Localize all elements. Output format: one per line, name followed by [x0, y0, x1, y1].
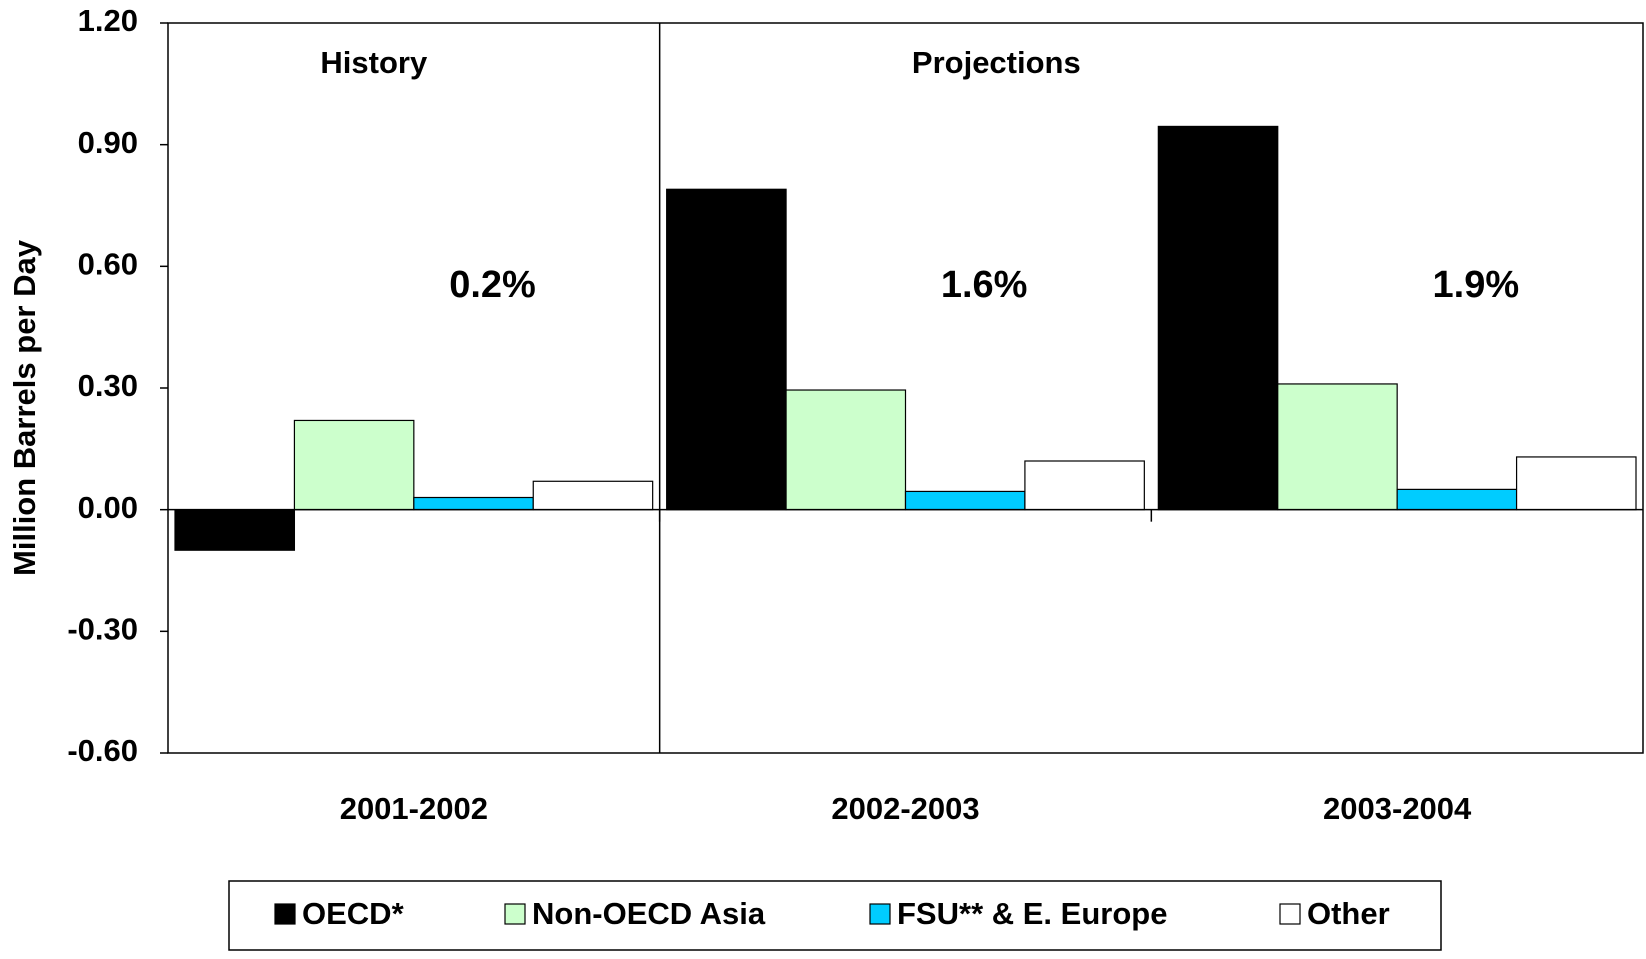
bar: [904, 490, 1026, 511]
y-axis-label: Million Barrels per Day: [7, 239, 42, 576]
legend-swatch: [869, 903, 891, 925]
bar: [785, 389, 907, 511]
bar: [1515, 456, 1637, 511]
legend-swatch: [274, 903, 296, 925]
y-tick-label: 0.60: [78, 247, 138, 282]
bar: [666, 188, 787, 511]
x-tick-label: 2002-2003: [831, 791, 979, 826]
legend-label: Other: [1307, 896, 1390, 931]
bar: [1396, 488, 1518, 511]
x-tick-label: 2003-2004: [1323, 791, 1472, 826]
bar: [174, 509, 296, 551]
bar: [1024, 460, 1145, 511]
period-label: Projections: [912, 45, 1081, 80]
y-tick-label: -0.30: [67, 612, 138, 647]
bar: [413, 496, 534, 511]
bar: [1277, 383, 1398, 511]
bar: [293, 419, 415, 511]
legend-box: [228, 880, 1442, 951]
legend-swatch: [1279, 903, 1301, 925]
growth-label: 1.9%: [1433, 264, 1520, 306]
legend-label: Non-OECD Asia: [532, 896, 766, 931]
legend-swatch: [504, 903, 526, 925]
bar: [532, 480, 654, 511]
y-tick-label: 0.90: [78, 125, 138, 160]
period-label: History: [320, 45, 428, 80]
legend-label: FSU** & E. Europe: [897, 896, 1167, 931]
y-tick-label: 0.00: [78, 490, 138, 525]
growth-label: 1.6%: [941, 264, 1028, 306]
bar: [1157, 125, 1279, 511]
legend-label: OECD*: [302, 896, 405, 931]
y-tick-label: 0.30: [78, 368, 138, 403]
y-tick-label: 1.20: [78, 3, 138, 38]
x-tick-label: 2001-2002: [340, 791, 488, 826]
y-tick-label: -0.60: [67, 733, 138, 768]
growth-label: 0.2%: [449, 264, 536, 306]
